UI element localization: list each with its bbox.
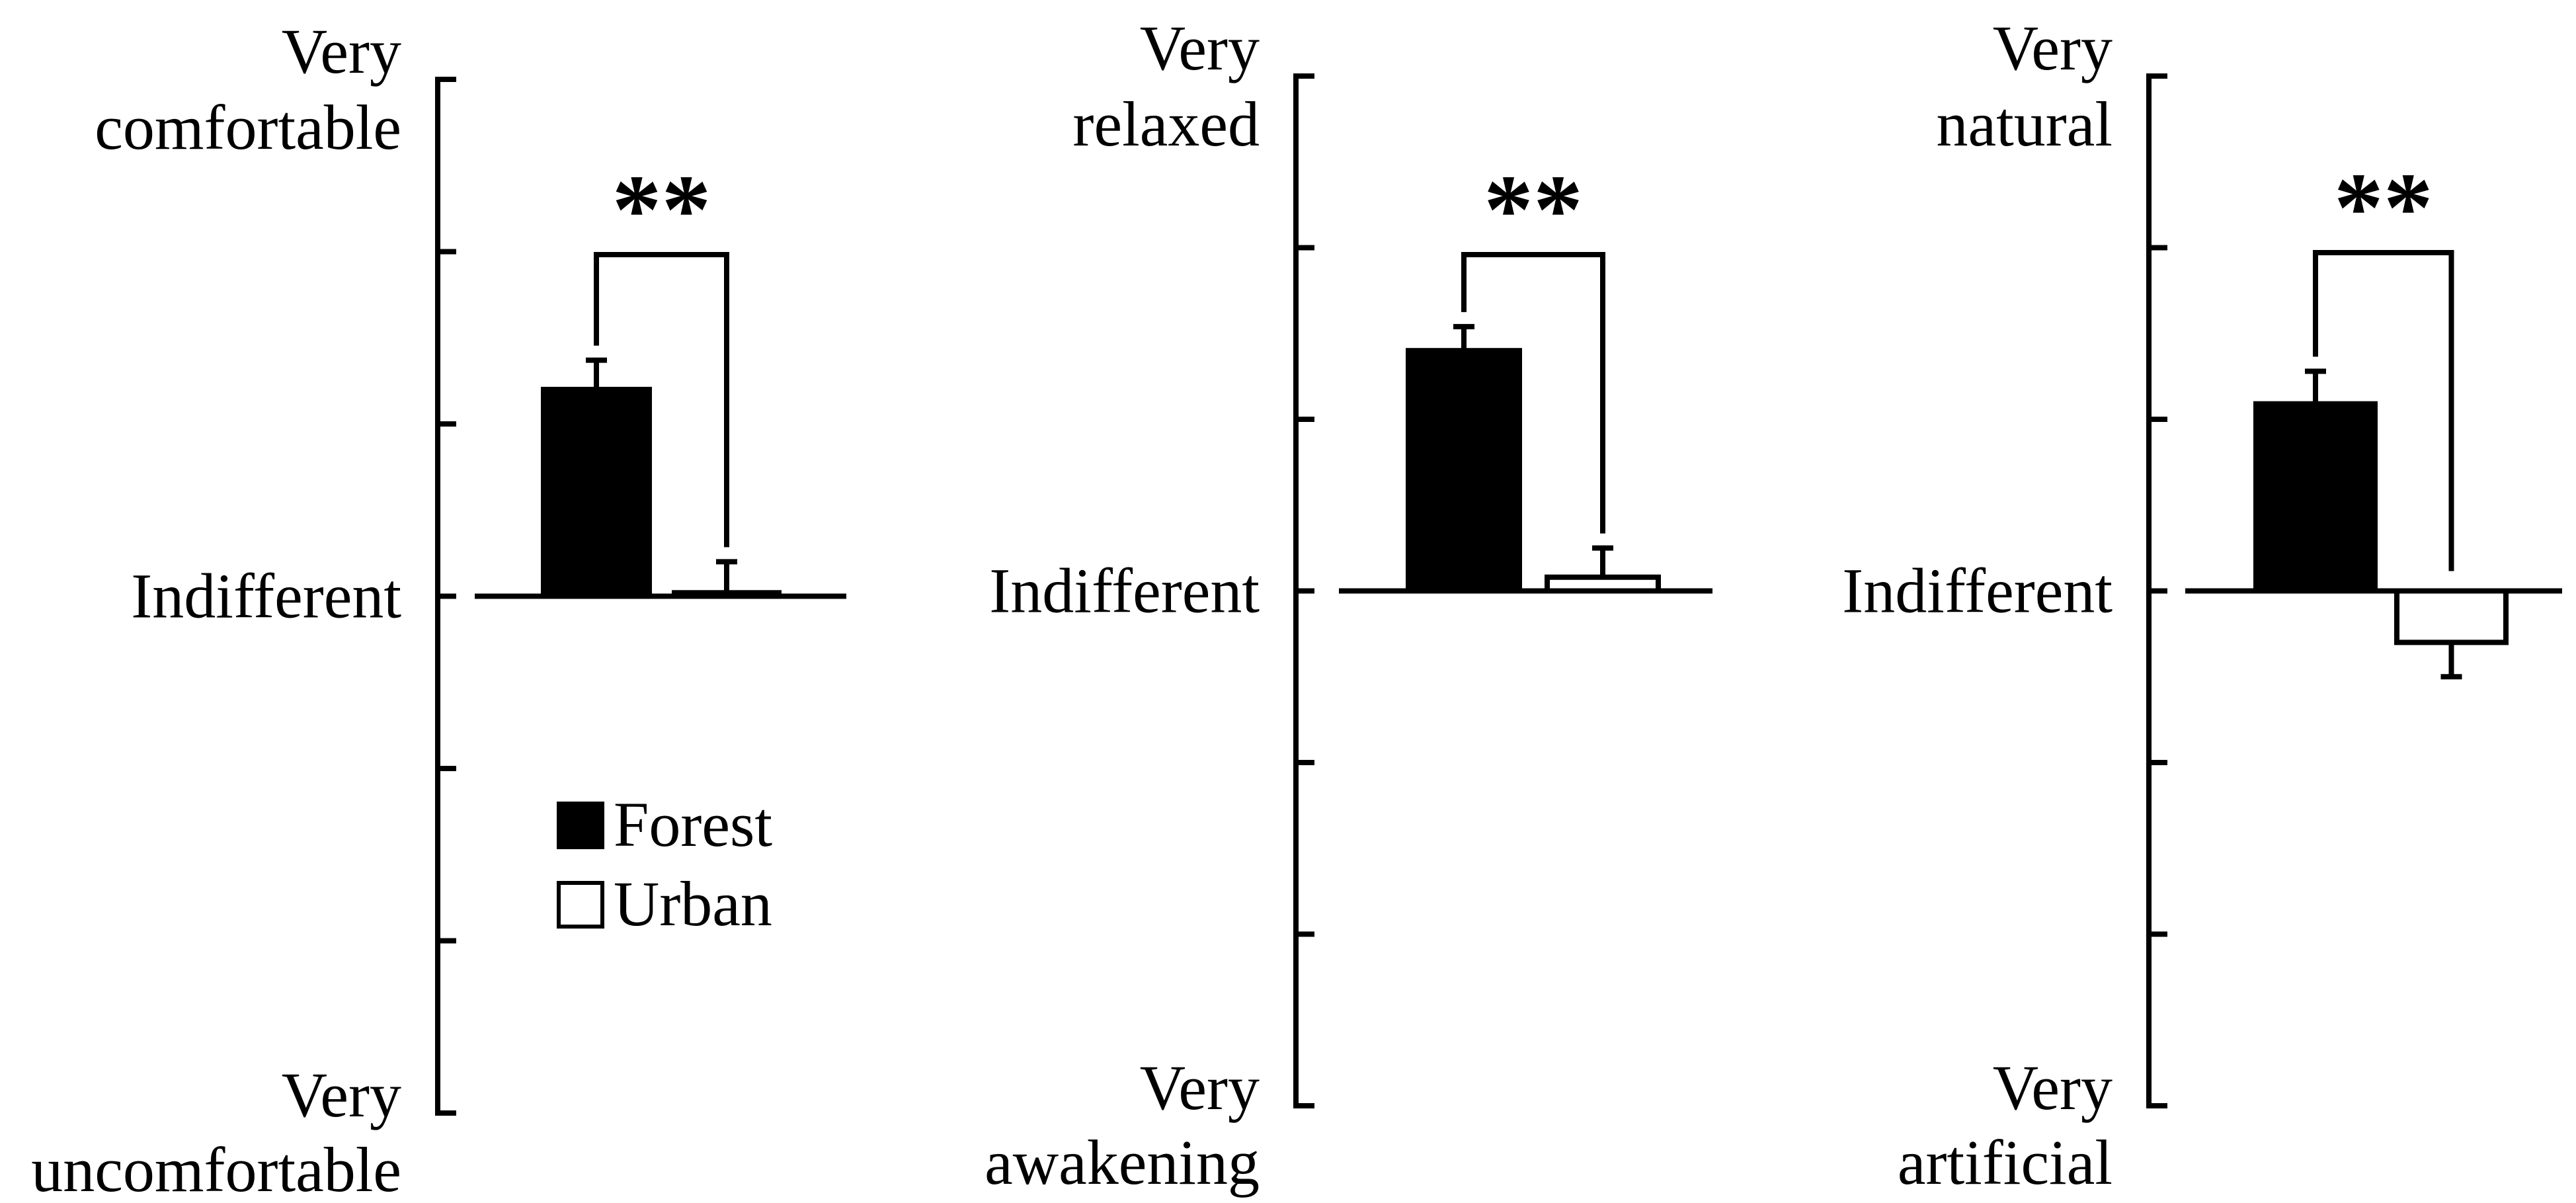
- bar-forest: [1406, 348, 1522, 594]
- legend-label-urban: Urban: [614, 868, 772, 939]
- y-label-middle: Indifferent: [131, 561, 401, 632]
- y-label-top-line1: Very: [1993, 13, 2113, 83]
- y-label-bottom-line1: Very: [282, 1059, 401, 1130]
- y-label-top-line2: relaxed: [1073, 89, 1260, 159]
- significance-bracket: [594, 252, 729, 548]
- bar-urban: [1545, 574, 1661, 594]
- chart-panel-1: VerycomfortableIndifferentVeryuncomforta…: [31, 16, 846, 1203]
- bar-forest: [541, 386, 652, 599]
- legend-swatch-forest: [557, 802, 604, 849]
- y-label-middle: Indifferent: [989, 556, 1260, 626]
- significance-marker: **: [612, 155, 711, 265]
- significance-bracket: [2313, 250, 2454, 571]
- legend-label-forest: Forest: [614, 789, 772, 860]
- y-label-bottom-line2: artificial: [1898, 1127, 2113, 1198]
- bar-urban: [672, 590, 782, 599]
- y-label-bottom-line1: Very: [1993, 1052, 2113, 1123]
- significance-marker: **: [1484, 155, 1583, 265]
- bar-forest: [2253, 401, 2378, 594]
- y-label-top-line1: Very: [282, 16, 401, 87]
- legend-swatch-urban: [557, 881, 604, 929]
- y-label-bottom-line2: awakening: [985, 1127, 1260, 1198]
- legend: Forest Urban: [557, 789, 772, 939]
- y-label-bottom-line1: Very: [1140, 1052, 1260, 1123]
- y-label-top-line2: comfortable: [95, 92, 401, 163]
- y-label-bottom-line2: uncomfortable: [31, 1134, 401, 1203]
- bar-urban: [2394, 588, 2509, 645]
- y-label-top-line1: Very: [1140, 13, 1260, 83]
- significance-marker: **: [2334, 153, 2433, 263]
- y-label-top-line2: natural: [1936, 89, 2113, 159]
- significance-bracket: [1461, 252, 1605, 534]
- y-label-middle: Indifferent: [1842, 556, 2113, 626]
